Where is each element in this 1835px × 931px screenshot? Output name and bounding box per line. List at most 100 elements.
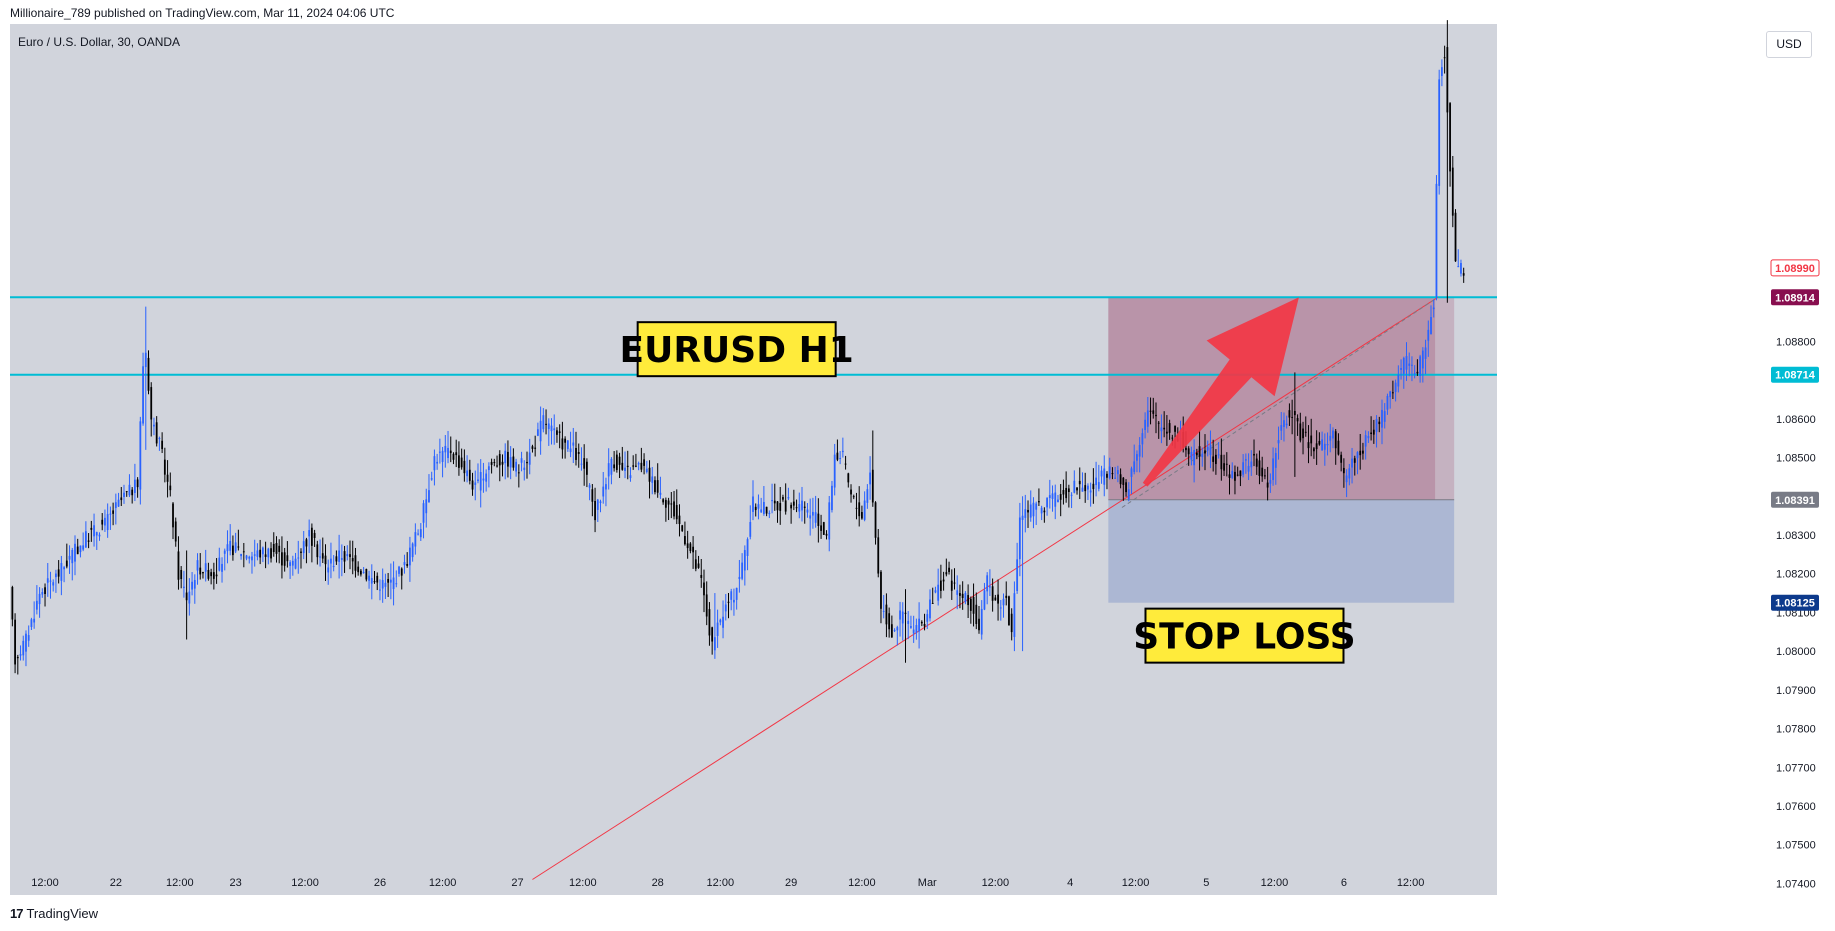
candle-body: [635, 465, 637, 467]
candle-body: [493, 462, 496, 464]
candle-body: [528, 452, 531, 465]
time-axis[interactable]: 12:00 22 12:00 23 12:00 26 12:00 27 12:00 28 12:00…: [31, 877, 1424, 889]
candle-body: [183, 586, 185, 588]
price-tick: 1.08600: [1776, 414, 1816, 426]
time-tick: 12:00: [166, 877, 194, 889]
candle-body: [1261, 467, 1264, 477]
candle-body: [1288, 410, 1291, 418]
time-tick: 29: [785, 877, 797, 889]
candle-body: [1127, 489, 1130, 499]
tradingview-logo-icon: 17: [10, 906, 24, 921]
price-axis[interactable]: 1.08800 1.08600 1.08500 1.08300 1.08200 1.081…: [1770, 259, 1820, 891]
candle-body: [1451, 167, 1454, 216]
candle-body: [931, 602, 934, 604]
candle-body: [438, 451, 441, 453]
candle-body: [14, 619, 16, 665]
candle-body: [896, 627, 899, 631]
candle-body: [155, 422, 158, 444]
candle-body: [112, 510, 115, 514]
candle-body: [41, 592, 44, 595]
candle-body: [1386, 395, 1389, 410]
stop-zone[interactable]: [1108, 499, 1455, 603]
candle-body: [1212, 456, 1215, 462]
candle-body: [1247, 465, 1250, 472]
trend-line[interactable]: [532, 296, 1439, 880]
target-arrow[interactable]: [1142, 297, 1299, 487]
trend-line-segment[interactable]: [532, 296, 1439, 880]
resistance-lower-badge[interactable]: 1.08714: [1771, 366, 1819, 383]
candle-body: [430, 478, 433, 480]
candle-body: [1095, 477, 1097, 486]
candle-body: [920, 621, 923, 624]
eurusd-h1-label[interactable]: EURUSD H1: [620, 321, 854, 378]
candle-body: [945, 572, 948, 575]
chart-labels[interactable]: EURUSD H1 STOP LOSS: [620, 321, 1356, 664]
candle-body: [406, 563, 409, 566]
candle-body: [123, 492, 125, 498]
candle-body: [961, 593, 964, 599]
candle-body: [817, 513, 820, 526]
candle-body: [191, 581, 193, 590]
candle-body: [1370, 432, 1373, 435]
candle-body: [1378, 421, 1381, 425]
candle-body: [1443, 57, 1446, 59]
candle-body: [1225, 463, 1228, 465]
candle-body: [232, 545, 234, 556]
candle-body: [509, 457, 512, 468]
candle-body: [354, 555, 357, 571]
candle-body: [727, 601, 730, 603]
stop-loss-label[interactable]: STOP LOSS: [1133, 607, 1356, 664]
candle-body: [1220, 454, 1223, 470]
time-tick: 12:00: [982, 877, 1010, 889]
candle-body: [1329, 435, 1332, 441]
candle-body: [174, 521, 177, 542]
time-tick: 12:00: [707, 877, 735, 889]
candle-body: [1375, 418, 1378, 432]
candle-body: [1190, 452, 1193, 460]
candle-body: [199, 567, 202, 575]
candle-body: [327, 567, 330, 573]
price-tick: 1.08200: [1776, 569, 1816, 581]
candle-body: [1032, 502, 1035, 517]
candle-body: [825, 533, 828, 536]
candle-body: [1119, 474, 1122, 485]
candle-body: [844, 463, 847, 465]
candle-body: [1277, 440, 1280, 444]
candle-body: [569, 448, 572, 453]
candle-body: [1171, 437, 1174, 439]
candle-body: [1381, 409, 1383, 428]
candle-body: [861, 512, 863, 519]
candle-body: [422, 503, 425, 523]
currency-button[interactable]: USD: [1766, 31, 1812, 58]
candle-body: [893, 630, 896, 632]
candle-body: [27, 635, 30, 641]
entry-price-badge[interactable]: 1.08391: [1771, 491, 1819, 508]
candle-body: [1157, 422, 1160, 424]
candle-body: [656, 480, 659, 493]
candle-body: [1103, 468, 1106, 485]
stop-price-badge[interactable]: 1.08125: [1771, 594, 1819, 611]
candle-body: [1223, 463, 1225, 471]
stop-loss-label-box: [1144, 607, 1345, 664]
candle-body: [610, 458, 613, 475]
candle-body: [1155, 414, 1157, 417]
candle-body: [240, 553, 242, 557]
tradingview-footer[interactable]: 17 TradingView: [10, 906, 98, 921]
candle-body: [664, 499, 667, 508]
candle-body: [218, 557, 221, 571]
candle-body: [95, 532, 98, 536]
candle-body: [1089, 490, 1092, 493]
candle-body: [106, 514, 109, 531]
price-tick: 1.08300: [1776, 530, 1816, 542]
candle-body: [1097, 482, 1100, 489]
last-price-badge[interactable]: 1.08990: [1770, 259, 1820, 277]
candle-body: [1304, 431, 1307, 433]
candle-body: [169, 485, 172, 491]
candle-body: [1163, 427, 1166, 430]
bullish-arrow-icon[interactable]: [1142, 297, 1299, 487]
candle-body: [1149, 410, 1152, 412]
resistance-upper-badge[interactable]: 1.08914: [1771, 289, 1819, 306]
candle-body: [1405, 356, 1408, 370]
candle-body: [52, 582, 55, 586]
